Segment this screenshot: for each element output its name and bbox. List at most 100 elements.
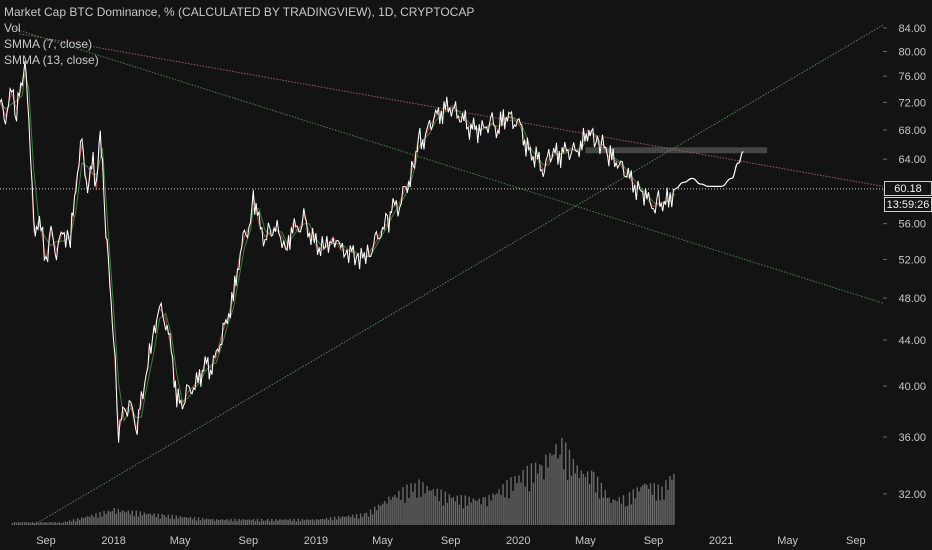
volume-bar <box>402 487 404 525</box>
volume-bar <box>434 495 436 525</box>
volume-bar <box>83 518 85 525</box>
volume-bar <box>97 517 99 525</box>
volume-bar <box>76 518 79 525</box>
legend-volume: Vol <box>4 21 21 35</box>
volume-bar <box>539 464 541 525</box>
volume-bar <box>113 508 115 525</box>
volume-bar <box>244 519 246 525</box>
volume-bar <box>85 516 87 525</box>
volume-bar <box>454 501 456 525</box>
volume-bar <box>293 518 295 525</box>
volume-bar <box>305 519 308 525</box>
volume-bar <box>357 518 360 525</box>
volume-bar <box>48 522 50 525</box>
volume-bar <box>636 487 638 525</box>
volume-bar <box>474 500 476 525</box>
volume-bar <box>616 501 618 525</box>
volume-bar <box>600 482 603 525</box>
volume-bar <box>628 492 631 525</box>
legend-title: Market Cap BTC Dominance, % (CALCULATED … <box>4 5 475 19</box>
volume-bar <box>522 469 524 525</box>
volume-bar <box>651 494 654 525</box>
volume-bar <box>518 475 520 525</box>
volume-bar <box>28 522 30 525</box>
volume-bar <box>484 497 486 525</box>
volume-bar <box>271 518 273 525</box>
volume-bar <box>265 520 267 525</box>
x-tick-label: May <box>777 535 798 547</box>
volume-bar <box>72 519 75 525</box>
volume-bar <box>325 517 328 525</box>
y-tick-label: 40.00 <box>898 381 926 393</box>
volume-bar <box>526 465 528 525</box>
volume-bar <box>506 480 508 525</box>
volume-bar <box>199 520 202 525</box>
volume-bar <box>468 496 470 525</box>
price-series-line <box>0 60 676 443</box>
volume-bar <box>359 513 362 525</box>
volume-bar <box>555 443 557 525</box>
volume-bar <box>193 517 196 525</box>
volume-bar <box>557 458 559 525</box>
volume-bar <box>532 482 535 525</box>
volume-bar <box>365 512 368 525</box>
volume-bar <box>547 467 549 525</box>
volume-bar <box>287 520 289 525</box>
volume-bar <box>568 449 571 525</box>
volume-bar <box>482 497 484 525</box>
volume-bar <box>297 518 299 525</box>
volume-bar <box>179 516 182 525</box>
volume-bar <box>580 470 582 525</box>
volume-bar <box>127 510 129 525</box>
volume-bar <box>299 520 301 525</box>
volume-bar <box>236 521 238 525</box>
volume-bar <box>87 516 89 525</box>
volume-bar <box>444 491 446 525</box>
volume-bar <box>466 505 468 525</box>
volume-bar <box>30 522 32 525</box>
volume-bar <box>289 519 291 525</box>
volume-bar <box>19 522 22 525</box>
volume-bar <box>642 484 644 525</box>
volume-bar <box>610 503 612 525</box>
volume-bar <box>559 454 561 525</box>
volume-bar <box>181 517 184 525</box>
volume-bar <box>163 514 165 525</box>
volume-bar <box>561 437 563 525</box>
volume-bar <box>125 512 127 525</box>
volume-bar <box>70 521 73 525</box>
volume-bar <box>572 458 575 525</box>
volume-bar <box>582 473 585 525</box>
volume-bar <box>646 484 648 525</box>
volume-bar <box>68 520 71 525</box>
volume-bar <box>32 522 34 525</box>
volume-bar <box>593 472 595 525</box>
x-tick-label: Sep <box>239 535 259 547</box>
trendline-lower-descending <box>11 27 884 304</box>
volume-bar <box>13 521 16 525</box>
volume-bar <box>369 509 372 525</box>
volume-bar <box>345 516 348 525</box>
volume-bar <box>185 517 188 525</box>
volume-bar <box>195 520 198 525</box>
volume-bar <box>222 519 224 525</box>
volume-bar <box>64 521 67 525</box>
volume-bar <box>56 522 58 525</box>
y-tick-label: 48.00 <box>898 293 926 305</box>
volume-bar <box>260 518 263 525</box>
volume-bar <box>147 513 149 525</box>
volume-bar <box>432 489 434 525</box>
volume-bar <box>566 479 569 525</box>
y-tick-label: 56.00 <box>898 219 926 231</box>
volume-bar <box>99 511 101 525</box>
volume-bar <box>406 484 408 525</box>
volume-bar <box>349 517 352 525</box>
trendline-ascending <box>33 24 884 526</box>
volume-bar <box>586 471 589 525</box>
volume-bar <box>452 497 454 525</box>
volume-bar <box>52 522 54 525</box>
volume-bar <box>95 513 97 525</box>
legend-smma13: SMMA (13, close) <box>4 53 99 67</box>
volume-bar <box>396 497 398 525</box>
